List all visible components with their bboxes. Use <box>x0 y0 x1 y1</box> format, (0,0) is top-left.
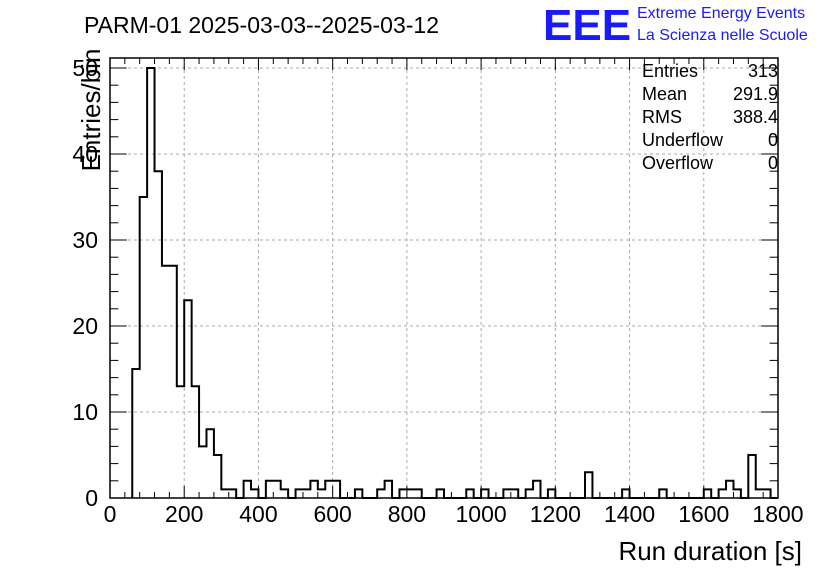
x-tick-label: 800 <box>388 501 426 527</box>
y-tick-labels: 0 10 20 30 40 50 <box>72 55 98 511</box>
logo-line-2: La Scienza nelle Scuole <box>637 27 808 44</box>
y-tick-label: 50 <box>72 55 98 81</box>
stats-label: Underflow <box>642 130 724 150</box>
stats-label: Overflow <box>642 153 714 173</box>
axis-ticks <box>109 58 779 499</box>
x-tick-label: 400 <box>239 501 277 527</box>
logo-line-1: Extreme Energy Events <box>637 5 805 22</box>
x-tick-label: 0 <box>104 501 117 527</box>
stats-value: 313 <box>748 61 778 81</box>
stats-label: Entries <box>642 61 698 81</box>
y-tick-label: 40 <box>72 141 98 167</box>
stats-value: 388.4 <box>733 107 778 127</box>
x-tick-label: 1000 <box>456 501 507 527</box>
x-tick-label: 1800 <box>752 501 803 527</box>
x-tick-label: 200 <box>165 501 203 527</box>
x-tick-label: 1600 <box>678 501 729 527</box>
x-tick-label: 1400 <box>604 501 655 527</box>
x-tick-label: 600 <box>313 501 351 527</box>
histogram-outline <box>131 67 778 499</box>
stats-box: Entries 313 Mean 291.9 RMS 388.4 Underflow 0 Ove… <box>642 61 778 173</box>
stats-label: Mean <box>642 84 687 104</box>
y-axis-label: Entries/bin <box>76 49 106 172</box>
stats-value: 0 <box>768 130 778 150</box>
y-tick-label: 0 <box>85 485 98 511</box>
stats-label: RMS <box>642 107 682 127</box>
chart-title: PARM-01 2025-03-03--2025-03-12 <box>84 12 439 38</box>
y-tick-label: 30 <box>72 227 98 253</box>
x-tick-label: 1200 <box>530 501 581 527</box>
y-tick-label: 20 <box>72 313 98 339</box>
plot-frame <box>109 57 779 499</box>
stats-value: 0 <box>768 153 778 173</box>
logo-letters: EEE <box>543 1 631 50</box>
stats-value: 291.9 <box>733 84 778 104</box>
y-tick-label: 10 <box>72 399 98 425</box>
eee-logo: EEE Extreme Energy Events La Scienza nel… <box>543 1 808 50</box>
x-axis-label: Run duration [s] <box>618 536 802 566</box>
x-tick-labels: 0 200 400 600 800 1000 1200 1400 1600 1800 <box>104 501 804 527</box>
